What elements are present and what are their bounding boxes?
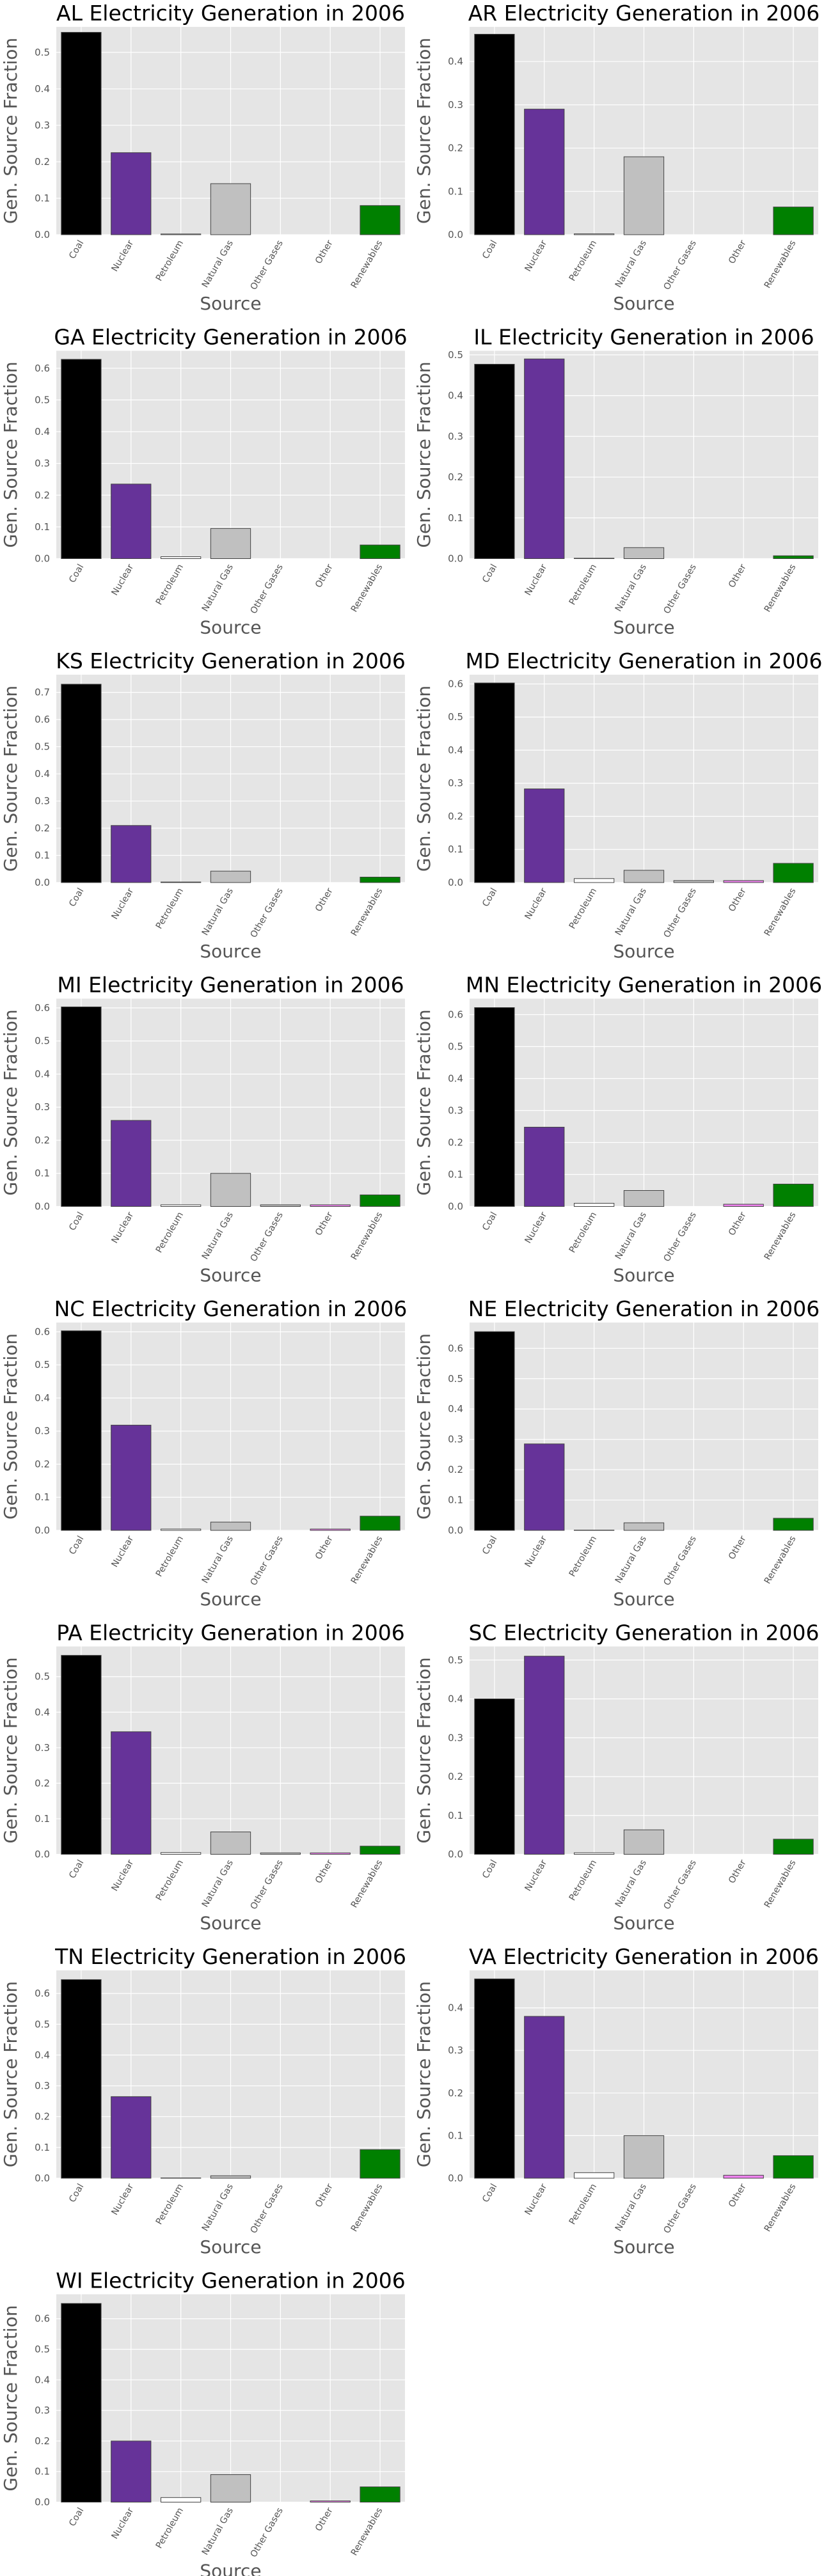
- y-tick-label: 0.1: [35, 2466, 50, 2478]
- bar-other: [310, 2501, 350, 2502]
- y-tick-label: 0.0: [35, 2497, 50, 2508]
- x-tick-label: Nuclear: [109, 2506, 136, 2541]
- bar-natural-gas: [210, 2474, 250, 2502]
- x-tick-label: Other Gases: [249, 2506, 285, 2559]
- x-axis-label: Source: [200, 2561, 261, 2576]
- bar-coal: [61, 2304, 101, 2502]
- y-tick-label: 0.6: [35, 2313, 50, 2325]
- x-tick-label: Petroleum: [154, 2506, 186, 2551]
- x-tick-label: Renewables: [349, 2506, 385, 2558]
- y-tick-label: 0.2: [35, 2435, 50, 2447]
- x-tick-label: Other: [313, 2506, 335, 2533]
- y-axis-label: Gen. Source Fraction: [0, 2305, 21, 2491]
- y-tick-label: 0.5: [35, 2344, 50, 2355]
- bar-renewables: [360, 2487, 400, 2502]
- x-tick-label: Coal: [67, 2506, 86, 2529]
- chart-title: WI Electricity Generation in 2006: [56, 2268, 405, 2293]
- x-tick-label: Natural Gas: [200, 2506, 235, 2557]
- y-tick-label: 0.3: [35, 2405, 50, 2416]
- bar-nuclear: [111, 2441, 151, 2502]
- bar-petroleum: [161, 2497, 201, 2502]
- y-tick-label: 0.4: [35, 2374, 50, 2385]
